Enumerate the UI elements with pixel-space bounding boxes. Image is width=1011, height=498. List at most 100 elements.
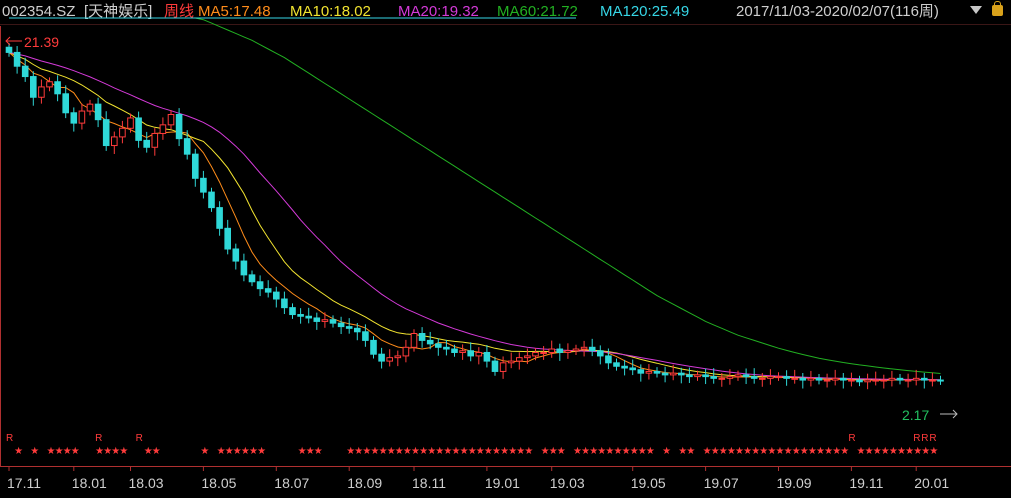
signal-r-marker: R — [913, 433, 920, 444]
candle-body — [750, 376, 758, 379]
ma20-line — [8, 51, 941, 381]
signal-star-marker: ★ — [589, 446, 598, 457]
candle-body — [540, 351, 547, 354]
stock-name: [天神娱乐] — [84, 3, 153, 20]
candle-body — [556, 348, 564, 353]
candle — [548, 340, 556, 358]
ma20-legend: MA20:19.32 — [398, 3, 479, 20]
period-label[interactable]: 周线 — [164, 3, 195, 20]
candle-body — [289, 307, 296, 316]
candle-body — [904, 379, 912, 382]
candle — [62, 85, 70, 119]
signal-star-marker: ★ — [703, 446, 712, 457]
signal-star-marker: ★ — [824, 446, 833, 457]
candle-body — [710, 376, 718, 379]
candle-body — [856, 379, 863, 383]
signal-star-marker: ★ — [832, 446, 841, 457]
candle-body — [159, 124, 167, 134]
signal-star-marker: ★ — [516, 446, 525, 457]
candle-body — [864, 379, 871, 383]
chevron-down-icon[interactable] — [970, 6, 982, 14]
signal-star-marker: ★ — [452, 446, 461, 457]
candle-body — [38, 86, 45, 98]
candle — [127, 113, 134, 133]
candle — [767, 369, 774, 385]
signal-star-marker: ★ — [597, 446, 606, 457]
signal-star-marker: ★ — [549, 446, 558, 457]
candle — [937, 375, 944, 385]
candle — [183, 130, 191, 160]
candle — [507, 352, 515, 369]
candle — [929, 372, 936, 387]
candle-body — [605, 355, 612, 364]
candle — [426, 331, 434, 350]
candle-body — [653, 370, 661, 374]
candle-body — [921, 377, 928, 381]
candle-body — [929, 379, 936, 382]
candle-body — [491, 360, 499, 372]
candle — [30, 71, 37, 106]
signal-star-marker: ★ — [881, 446, 890, 457]
candle-body — [815, 377, 823, 381]
candle-body — [321, 319, 329, 322]
candle — [167, 110, 175, 130]
signal-r-marker: R — [136, 433, 143, 444]
candle — [329, 315, 337, 328]
candle-body — [297, 314, 304, 317]
candle-body — [78, 110, 86, 124]
signal-star-marker: ★ — [468, 446, 477, 457]
candle — [370, 336, 377, 359]
candle-body — [281, 298, 288, 309]
candle-body — [807, 377, 815, 381]
candle — [856, 375, 863, 387]
candle-body — [937, 379, 944, 382]
candle — [119, 120, 126, 144]
candle — [831, 369, 839, 386]
signal-star-marker: ★ — [605, 446, 614, 457]
lock-icon[interactable] — [992, 1, 1003, 16]
candle-body — [799, 377, 807, 381]
signal-star-marker: ★ — [111, 446, 120, 457]
ma60-legend: MA60:21.72 — [497, 3, 578, 20]
ma120-legend: MA120:25.49 — [600, 3, 690, 20]
x-tick-label: 18.07 — [274, 475, 309, 491]
candle — [799, 372, 807, 389]
ma10-legend: MA10:18.02 — [290, 3, 371, 20]
candle — [669, 364, 677, 381]
candle — [159, 117, 167, 140]
candle — [864, 373, 871, 390]
candle — [232, 243, 240, 270]
candle — [791, 369, 799, 384]
candle-body — [273, 291, 280, 300]
candle-body — [5, 46, 13, 53]
candle-body — [256, 281, 264, 290]
candle — [516, 352, 523, 370]
candle — [402, 339, 410, 363]
candle-body — [840, 377, 847, 381]
candle — [451, 344, 458, 357]
candle-body — [21, 65, 29, 78]
candle — [629, 359, 637, 376]
candle-body — [694, 374, 701, 378]
signal-star-marker: ★ — [784, 446, 793, 457]
signal-r-marker: R — [848, 433, 855, 444]
candle-body — [127, 117, 134, 129]
candle-body — [394, 355, 402, 359]
x-tick-label: 19.11 — [849, 475, 883, 491]
candle — [264, 280, 272, 298]
candle-body — [475, 351, 483, 357]
candle — [637, 364, 645, 382]
signal-star-marker: ★ — [346, 446, 355, 457]
signal-star-marker: ★ — [306, 446, 315, 457]
candle-body — [224, 227, 231, 250]
x-tick-label: 20.01 — [914, 475, 949, 491]
candle-body — [767, 376, 774, 379]
candle-body — [483, 351, 491, 362]
candle-body — [896, 377, 904, 381]
candle-body — [783, 376, 790, 379]
candle — [78, 103, 86, 130]
signal-star-marker: ★ — [889, 446, 898, 457]
candle-body — [443, 346, 450, 350]
candle — [273, 286, 280, 308]
candle-body — [102, 119, 110, 147]
